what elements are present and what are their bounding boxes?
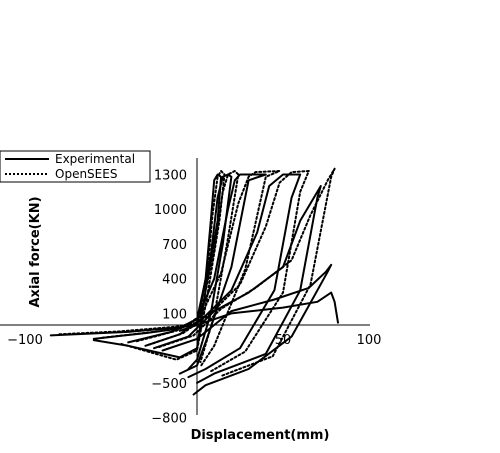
x-tick-label: −100: [7, 333, 43, 348]
series-experimental-loop-6: [178, 291, 339, 332]
y-tick-label: 700: [162, 238, 187, 253]
x-tick-label: 100: [357, 333, 382, 348]
series-opensees-loop-0: [58, 170, 226, 361]
x-tick-label: 50: [275, 333, 292, 348]
y-tick-label: 1300: [154, 168, 187, 183]
legend-label-opensees: OpenSEES: [55, 167, 117, 181]
legend: Experimental OpenSEES: [0, 150, 151, 183]
series-experimental-loop-5: [161, 263, 333, 396]
series-opensees-loop-3: [147, 170, 310, 373]
series-layer: [49, 167, 339, 396]
legend-label-experimental: Experimental: [55, 152, 135, 166]
y-tick-label: 1000: [154, 203, 187, 218]
y-axis-title: Axial force(KN): [28, 196, 43, 307]
y-tick-label: 400: [162, 273, 187, 288]
y-tick-label: 100: [162, 307, 187, 322]
y-tick-label: −800: [151, 412, 187, 427]
legend-box: [0, 150, 151, 183]
y-tick-label: −500: [151, 377, 187, 392]
tick-layer: −800 −500 100 400 700 1000 1300 −100 50 100: [7, 168, 381, 426]
series-opensees-loop-4: [158, 167, 336, 377]
series-experimental-loop-3: [144, 173, 302, 379]
x-axis-title: Displacement(mm): [191, 428, 330, 443]
